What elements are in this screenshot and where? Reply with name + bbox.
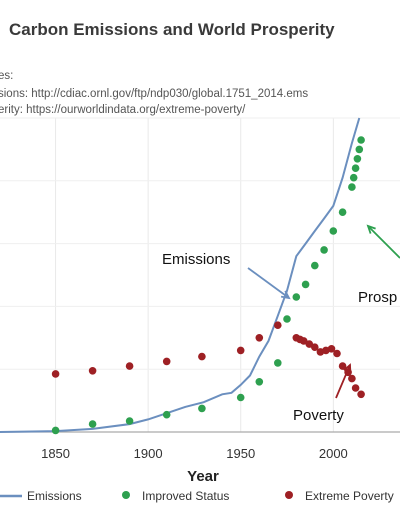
emissions-line bbox=[0, 117, 361, 433]
improved-status-point bbox=[353, 155, 362, 163]
improved-status-point bbox=[338, 208, 347, 216]
legend-swatch-improved-status bbox=[122, 491, 130, 499]
x-tick-label: 1950 bbox=[226, 446, 255, 461]
improved-status-point bbox=[274, 359, 282, 367]
improved-status-point bbox=[348, 183, 356, 191]
legend: Emissions Improved Status Extreme Povert… bbox=[0, 489, 394, 503]
improved-status-point bbox=[357, 136, 365, 144]
legend-label-improved-status: Improved Status bbox=[142, 489, 229, 503]
x-tick-label: 2000 bbox=[319, 446, 348, 461]
extreme-poverty-point bbox=[357, 390, 365, 399]
extreme-poverty-point bbox=[162, 357, 171, 366]
extreme-poverty-point bbox=[88, 367, 97, 375]
extreme-poverty-point bbox=[274, 321, 282, 330]
improved-status-point bbox=[301, 280, 310, 289]
prosperity-arrow-head bbox=[366, 224, 376, 234]
improved-status-point bbox=[292, 293, 301, 301]
extreme-poverty-point bbox=[327, 345, 336, 353]
improved-status-point bbox=[351, 164, 360, 172]
chart-title: Carbon Emissions and World Prosperity bbox=[9, 20, 335, 39]
poverty-annotation: Poverty bbox=[293, 407, 344, 424]
improved-status-point bbox=[349, 173, 358, 182]
x-tick-label: 1850 bbox=[41, 446, 70, 461]
improved-status-point bbox=[162, 410, 171, 419]
improved-status-point bbox=[329, 227, 338, 235]
legend-label-extreme-poverty: Extreme Poverty bbox=[305, 489, 394, 503]
improved-status-point bbox=[320, 246, 328, 254]
improved-status-point bbox=[255, 378, 264, 386]
extreme-poverty-point bbox=[338, 362, 347, 370]
prosperity-arrow bbox=[367, 225, 400, 259]
improved-status-point bbox=[311, 261, 319, 270]
extreme-poverty-point bbox=[51, 370, 60, 378]
improved-status-point bbox=[125, 417, 134, 425]
extreme-poverty-point bbox=[348, 374, 356, 383]
emissions-arrow-head bbox=[280, 290, 291, 300]
improved-status-point bbox=[283, 315, 291, 323]
extreme-poverty-point bbox=[311, 343, 319, 352]
extreme-poverty-point bbox=[255, 334, 264, 342]
prosperity-annotation: Prosp bbox=[358, 289, 397, 306]
plot-area: 1850 1900 1950 2000 bbox=[0, 117, 400, 461]
legend-swatch-extreme-poverty bbox=[285, 491, 293, 499]
extreme-poverty-point bbox=[236, 346, 245, 355]
improved-status-point bbox=[236, 393, 245, 402]
extreme-poverty-point bbox=[198, 352, 206, 361]
improved-status-point bbox=[355, 145, 364, 154]
improved-status-point bbox=[51, 426, 60, 435]
x-axis-label: Year bbox=[187, 468, 219, 485]
extreme-poverty-point bbox=[351, 384, 360, 392]
source-emissions: sions: http://cdiac.ornl.gov/ftp/ndp030/… bbox=[0, 88, 308, 100]
annotations: Emissions Prosp Poverty bbox=[162, 224, 400, 424]
emissions-annotation: Emissions bbox=[162, 251, 230, 268]
improved-status-point bbox=[198, 404, 206, 413]
extreme-poverty-point bbox=[299, 337, 308, 345]
poverty-arrow-head bbox=[343, 363, 352, 374]
legend-label-emissions: Emissions bbox=[27, 489, 82, 503]
improved-status-point bbox=[88, 420, 97, 428]
extreme-poverty-point bbox=[125, 362, 134, 370]
emissions-arrow bbox=[247, 267, 290, 299]
poverty-arrow bbox=[335, 364, 351, 399]
extreme-poverty-point bbox=[333, 349, 341, 358]
source-poverty: erity: https://ourworldindata.org/extrem… bbox=[0, 104, 246, 116]
source-heading: es: bbox=[0, 70, 13, 82]
x-tick-label: 1900 bbox=[134, 446, 163, 461]
